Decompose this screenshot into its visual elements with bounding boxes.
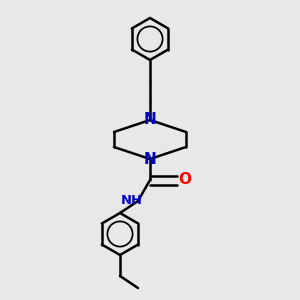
Text: N: N [144,152,156,166]
Text: N: N [144,112,156,128]
Text: NH: NH [121,194,143,208]
Text: O: O [178,172,191,188]
